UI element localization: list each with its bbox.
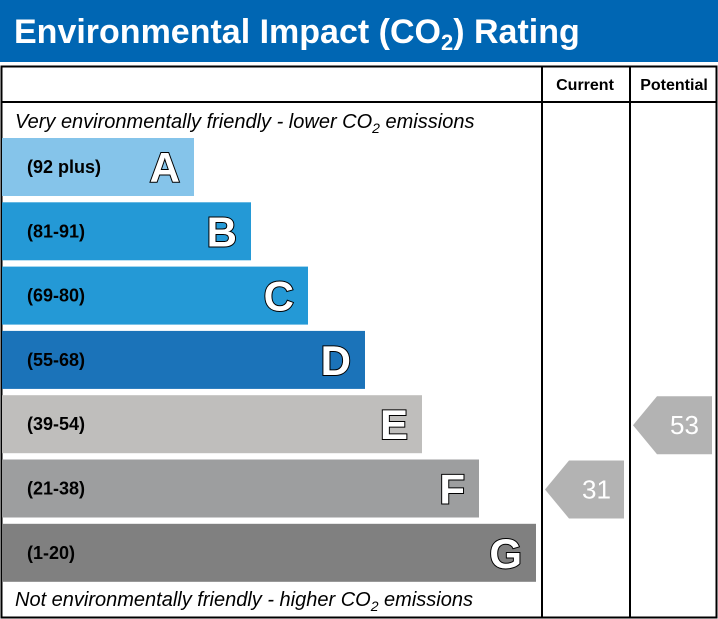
band-b-bar: [2, 202, 251, 261]
top-note-end: emissions: [380, 111, 474, 133]
band-c-letter: C: [264, 273, 294, 320]
band-g-letter: G: [489, 530, 522, 577]
title-bar: [0, 0, 718, 62]
band-a-range: (92 plus): [27, 157, 101, 177]
band-d-letter: D: [321, 337, 351, 384]
band-c-bar: [2, 266, 308, 325]
band-g-range: (1-20): [27, 543, 75, 563]
band-a-bar: [2, 138, 194, 196]
bottom-note-subscript: 2: [370, 598, 379, 614]
chart-title-end: ) Rating: [453, 13, 580, 51]
chart-title-main: Environmental Impact (CO: [14, 13, 441, 51]
band-f-bar: [2, 459, 479, 518]
current-arrow-shape: [545, 460, 624, 519]
band-a-letter: A: [150, 144, 180, 191]
band-c-range: (69-80): [27, 286, 85, 306]
potential-marker: 53: [633, 396, 712, 455]
bottom-note-main: Not environmentally friendly - higher CO: [15, 589, 371, 611]
band-f-range: (21-38): [27, 479, 85, 499]
chart-frame: [0, 65, 718, 619]
header-potential: Potential: [640, 77, 708, 94]
top-note-subscript: 2: [371, 120, 380, 136]
band-e-range: (39-54): [27, 414, 85, 434]
chart-title-subscript: 2: [441, 30, 453, 55]
current-marker: 31: [545, 460, 624, 519]
potential-value: 53: [670, 410, 699, 440]
top-note-main: Very environmentally friendly - lower CO: [15, 111, 372, 133]
rating-bands: (92 plus) A (81-91) B (69-80) C (55-68) D (39-54…: [2, 138, 536, 582]
potential-arrow-shape: [633, 396, 712, 455]
band-d-range: (55-68): [27, 350, 85, 370]
band-e-bar: [2, 395, 422, 454]
band-b-letter: B: [207, 208, 237, 255]
bottom-note-end: emissions: [379, 589, 473, 611]
current-value: 31: [582, 475, 611, 505]
header-current: Current: [556, 77, 614, 94]
band-b-range: (81-91): [27, 221, 85, 241]
band-g-bar: [2, 523, 536, 582]
top-note: Very environmentally friendly - lower CO…: [15, 111, 474, 136]
band-f-letter: F: [439, 466, 465, 513]
bottom-note: Not environmentally friendly - higher CO…: [15, 589, 473, 614]
band-e-letter: E: [380, 401, 408, 448]
chart-title: Environmental Impact (CO2) Rating: [14, 13, 580, 55]
band-d-bar: [2, 330, 365, 389]
